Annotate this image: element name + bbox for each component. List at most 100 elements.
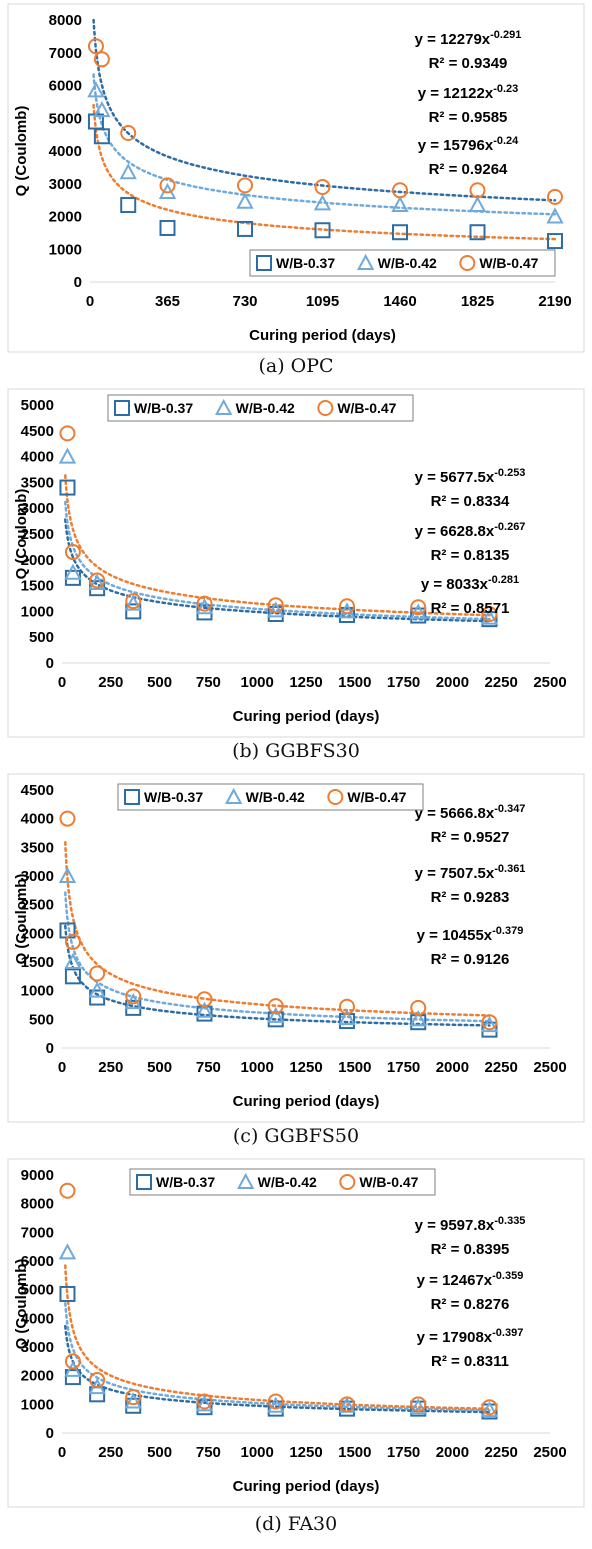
x-tick-label: 2250	[485, 674, 518, 691]
r-squared-label: R² = 0.8395	[431, 1241, 510, 1258]
x-tick-label: 500	[147, 1059, 172, 1076]
trend-equation: y = 17908x-0.397	[417, 1327, 524, 1346]
y-tick-label: 6000	[21, 1253, 54, 1270]
y-tick-label: 5000	[21, 1282, 54, 1299]
legend-label-w-b-042: W/B-0.42	[378, 255, 437, 271]
caption-opc: (a) OPC	[258, 355, 334, 377]
legend-marker-w-b-047	[317, 400, 334, 416]
data-point-w-b-047	[338, 598, 355, 615]
y-tick-label: 1000	[21, 1396, 54, 1413]
x-tick-label: 1500	[338, 1444, 371, 1461]
r-squared-label: R² = 0.8311	[431, 1353, 509, 1370]
y-tick-label: 1500	[21, 954, 54, 971]
r-squared-label: R² = 0.9264	[429, 161, 508, 178]
data-point-w-b-047	[481, 1014, 498, 1031]
r-squared-label: R² = 0.9349	[429, 55, 508, 72]
y-tick-label: 4500	[21, 782, 54, 799]
r-squared-label: R² = 0.9126	[431, 951, 510, 968]
legend-box	[117, 783, 424, 811]
r-squared-label: R² = 0.9527	[431, 829, 510, 846]
x-tick-label: 250	[98, 674, 123, 691]
data-point-w-b-042	[480, 608, 499, 625]
data-point-w-b-047	[338, 998, 355, 1015]
data-point-w-b-037	[64, 968, 81, 985]
y-tick-label: 4500	[21, 423, 54, 440]
x-tick-label: 250	[98, 1059, 123, 1076]
data-point-w-b-037	[59, 479, 76, 496]
x-tick-label: 2250	[485, 1059, 518, 1076]
data-point-w-b-047	[481, 1399, 498, 1416]
y-axis-title: Q (Coulomb)	[13, 874, 30, 965]
data-point-w-b-037	[196, 1399, 213, 1416]
trendline-w-b-047	[64, 1264, 491, 1411]
chart-border	[7, 3, 585, 353]
data-point-w-b-042	[267, 1396, 285, 1413]
x-tick-label: 2250	[485, 1444, 518, 1461]
data-point-w-b-047	[392, 182, 408, 199]
x-tick-label: 730	[232, 293, 257, 310]
chart-fa30: 0 1000 2000 3000 4000 5000 6000 7000 8000 9000 0 25…	[7, 1158, 585, 1508]
y-tick-label: 2000	[21, 925, 54, 942]
data-point-w-b-042	[93, 100, 111, 118]
data-point-w-b-047	[469, 182, 486, 199]
data-point-w-b-042	[546, 207, 564, 224]
legend-marker-w-b-047	[339, 1174, 356, 1190]
r-squared-label: R² = 0.9283	[431, 889, 510, 906]
data-point-w-b-042	[195, 1001, 214, 1018]
y-tick-label: 2500	[21, 526, 54, 543]
data-point-w-b-042	[87, 81, 105, 98]
data-point-w-b-047	[64, 933, 81, 950]
y-tick-label: 4000	[21, 811, 54, 828]
trend-equation: y = 8033x-0.281	[421, 574, 519, 593]
trend-equation: y = 10455x-0.379	[417, 925, 524, 944]
trendline-w-b-047	[64, 474, 491, 617]
data-point-w-b-047	[196, 1393, 213, 1410]
data-point-w-b-047	[267, 597, 284, 614]
data-point-w-b-042	[124, 1392, 142, 1409]
data-point-w-b-037	[93, 128, 110, 145]
legend-label-w-b-042: W/B-0.42	[236, 400, 295, 416]
y-tick-label: 4000	[49, 143, 82, 160]
y-tick-label: 2500	[21, 897, 54, 914]
data-point-w-b-047	[237, 177, 253, 194]
y-tick-label: 500	[29, 1011, 54, 1028]
data-point-w-b-037	[338, 1400, 355, 1417]
x-axis-title: Curing period (days)	[249, 327, 396, 344]
trend-equation: y = 5666.8x-0.347	[415, 803, 526, 822]
legend-label-w-b-037: W/B-0.37	[276, 255, 335, 271]
caption-fa30: (d) FA30	[254, 1513, 338, 1535]
x-tick-label: 1000	[241, 674, 274, 691]
data-point-w-b-047	[196, 595, 213, 612]
y-tick-label: 5000	[21, 397, 54, 414]
trend-equation: y = 12467x-0.359	[417, 1270, 524, 1289]
r-squared-label: R² = 0.8571	[431, 600, 510, 617]
data-point-w-b-047	[59, 425, 76, 442]
data-point-w-b-047	[59, 810, 76, 827]
data-point-w-b-037	[64, 1369, 81, 1386]
x-tick-label: 1825	[461, 293, 494, 310]
x-tick-label: 1250	[289, 1444, 322, 1461]
y-tick-label: 0	[74, 274, 82, 291]
data-point-w-b-042	[313, 194, 332, 211]
y-tick-label: 3000	[49, 176, 82, 193]
data-point-w-b-042	[409, 1398, 427, 1415]
y-tick-label: 7000	[49, 45, 82, 62]
x-tick-label: 2500	[533, 1059, 566, 1076]
data-point-w-b-037	[338, 607, 355, 624]
legend-marker-w-b-037	[114, 400, 130, 416]
data-point-w-b-047	[481, 605, 498, 622]
y-tick-label: 8000	[21, 1196, 54, 1213]
x-tick-label: 0	[86, 293, 94, 310]
data-point-w-b-042	[124, 594, 142, 611]
data-point-w-b-037	[59, 1285, 76, 1302]
chart-opc: 0 1000 2000 3000 4000 5000 6000 7000 8000 0 365 730…	[7, 3, 585, 353]
legend-label-w-b-042: W/B-0.42	[246, 789, 305, 805]
x-tick-label: 750	[196, 1059, 221, 1076]
x-tick-label: 250	[98, 1444, 123, 1461]
legend-marker-w-b-042	[214, 398, 233, 415]
x-axis-title: Curing period (days)	[233, 1093, 380, 1110]
data-point-w-b-047	[89, 572, 106, 589]
data-point-w-b-037	[237, 220, 253, 237]
data-point-w-b-042	[236, 192, 254, 209]
data-point-w-b-042	[391, 195, 409, 213]
